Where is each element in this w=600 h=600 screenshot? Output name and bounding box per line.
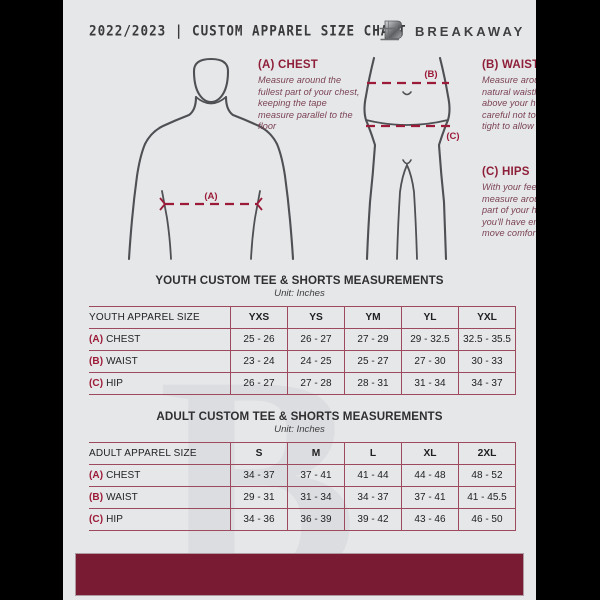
measurement-cell: 31 - 34 xyxy=(287,486,345,509)
adult-size-header-l: L xyxy=(344,442,402,465)
adult-section: ADULT CUSTOM TEE & SHORTS MEASUREMENTS U… xyxy=(89,410,516,531)
table-row: (C) HIP 34 - 36 36 - 39 39 - 42 43 - 46 46 - … xyxy=(89,508,516,531)
adult-size-header-xl: XL xyxy=(401,442,459,465)
chest-measure-line xyxy=(159,197,263,211)
youth-size-header-yl: YL xyxy=(401,306,459,329)
table-row: (B) WAIST 23 - 24 24 - 25 25 - 27 27 - 30 30 … xyxy=(89,350,516,373)
youth-apparel-size-header: YOUTH APPAREL SIZE xyxy=(89,306,231,329)
table-row: (A) CHEST 25 - 26 26 - 27 27 - 29 29 - 32.5 3… xyxy=(89,328,516,351)
adult-row-label-chest: (A) CHEST xyxy=(89,464,231,487)
measurement-cell: 46 - 50 xyxy=(458,508,516,531)
youth-size-table: YOUTH APPAREL SIZE YXS YS YM YL YXL (A) CHEST 2… xyxy=(89,306,516,395)
callout-hips-heading: (C) HIPS xyxy=(482,166,530,178)
youth-row-label-waist: (B) WAIST xyxy=(89,350,231,373)
measurement-cell: 34 - 37 xyxy=(230,464,288,487)
adult-table-header-row: ADULT APPAREL SIZE S M L XL 2XL xyxy=(89,442,516,465)
row-tag: (B) xyxy=(89,492,104,503)
table-row: (A) CHEST 34 - 37 37 - 41 41 - 44 44 - 48 48 … xyxy=(89,464,516,487)
youth-size-header-ys: YS xyxy=(287,306,345,329)
measurement-cell: 29 - 32.5 xyxy=(401,328,459,351)
measurement-cell: 41 - 45.5 xyxy=(458,486,516,509)
adult-table-unit: Unit: Inches xyxy=(274,424,325,435)
measurement-cell: 27 - 29 xyxy=(344,328,402,351)
youth-row-label-chest: (A) CHEST xyxy=(89,328,231,351)
measurement-cell: 29 - 31 xyxy=(230,486,288,509)
youth-size-header-yxl: YXL xyxy=(458,306,516,329)
hips-figure xyxy=(363,56,451,261)
brand-name: BREAKAWAY xyxy=(415,24,526,39)
measurement-cell: 39 - 42 xyxy=(344,508,402,531)
measurement-cell: 34 - 36 xyxy=(230,508,288,531)
youth-size-header-yxs: YXS xyxy=(230,306,288,329)
row-tag: (A) xyxy=(89,470,104,481)
measurement-cell: 32.5 - 35.5 xyxy=(458,328,516,351)
callout-hips: (C) HIPS With your feet together, measur… xyxy=(482,166,536,240)
waist-measure-label: (B) xyxy=(424,69,437,80)
adult-row-label-hip: (C) HIP xyxy=(89,508,231,531)
youth-section: YOUTH CUSTOM TEE & SHORTS MEASUREMENTS U… xyxy=(89,274,516,395)
measurement-cell: 44 - 48 xyxy=(401,464,459,487)
measurement-cell: 43 - 46 xyxy=(401,508,459,531)
measurement-cell: 36 - 39 xyxy=(287,508,345,531)
torso-figure xyxy=(127,57,295,261)
page-title: 2022/2023 | CUSTOM APPAREL SIZE CHART xyxy=(89,22,407,39)
adult-table-title: ADULT CUSTOM TEE & SHORTS MEASUREMENTS xyxy=(156,410,443,423)
youth-table-header-row: YOUTH APPAREL SIZE YXS YS YM YL YXL xyxy=(89,306,516,329)
measurement-cell: 27 - 28 xyxy=(287,372,345,395)
measurement-cell: 37 - 41 xyxy=(401,486,459,509)
measurement-cell: 25 - 26 xyxy=(230,328,288,351)
adult-size-header-2xl: 2XL xyxy=(458,442,516,465)
callout-chest: (A) CHEST Measure around the fullest par… xyxy=(258,59,363,133)
adult-size-header-m: M xyxy=(287,442,345,465)
callout-waist: (B) WAIST Measure around your natural wa… xyxy=(482,59,536,133)
row-tag: (C) xyxy=(89,378,104,389)
callout-waist-heading: (B) WAIST xyxy=(482,59,536,71)
measurement-cell: 41 - 44 xyxy=(344,464,402,487)
measurement-cell: 31 - 34 xyxy=(401,372,459,395)
measurement-cell: 34 - 37 xyxy=(344,486,402,509)
adult-apparel-size-header: ADULT APPAREL SIZE xyxy=(89,442,231,465)
page-header: 2022/2023 | CUSTOM APPAREL SIZE CHART BR xyxy=(63,0,536,57)
size-chart-page: B 2022/2023 | CUSTOM APPAREL SIZE CHART xyxy=(63,0,536,600)
callout-chest-body: Measure around the fullest part of your … xyxy=(258,75,360,132)
measurement-cell: 25 - 27 xyxy=(344,350,402,373)
adult-size-table: ADULT APPAREL SIZE S M L XL 2XL (A) CHEST 34 - … xyxy=(89,442,516,531)
adult-row-label-waist: (B) WAIST xyxy=(89,486,231,509)
table-row: (C) HIP 26 - 27 27 - 28 28 - 31 31 - 34 34 - … xyxy=(89,372,516,395)
hip-measure-label: (C) xyxy=(446,131,459,142)
measurement-cell: 34 - 37 xyxy=(458,372,516,395)
row-tag: (A) xyxy=(89,334,104,345)
measurement-cell: 48 - 52 xyxy=(458,464,516,487)
youth-size-header-ym: YM xyxy=(344,306,402,329)
adult-size-header-s: S xyxy=(230,442,288,465)
measurement-cell: 26 - 27 xyxy=(287,328,345,351)
callout-hips-body: With your feet together, measure around … xyxy=(482,182,536,239)
measurement-cell: 23 - 24 xyxy=(230,350,288,373)
measurement-diagram: (A) (B) xyxy=(63,52,536,267)
table-row: (B) WAIST 29 - 31 31 - 34 34 - 37 37 - 41 41 … xyxy=(89,486,516,509)
callout-chest-heading: (A) CHEST xyxy=(258,59,318,71)
chest-measure-label: (A) xyxy=(204,191,217,202)
callout-waist-body: Measure around your natural waistline – … xyxy=(482,75,536,132)
breakaway-b-monogram-icon xyxy=(376,17,406,47)
youth-table-title: YOUTH CUSTOM TEE & SHORTS MEASUREMENTS xyxy=(155,274,444,287)
measurement-cell: 24 - 25 xyxy=(287,350,345,373)
youth-row-label-hip: (C) HIP xyxy=(89,372,231,395)
measurement-cell: 37 - 41 xyxy=(287,464,345,487)
row-tag: (B) xyxy=(89,356,104,367)
row-tag: (C) xyxy=(89,514,104,525)
footer-bar xyxy=(75,553,524,596)
measurement-cell: 28 - 31 xyxy=(344,372,402,395)
measurement-cell: 27 - 30 xyxy=(401,350,459,373)
measurement-cell: 30 - 33 xyxy=(458,350,516,373)
youth-table-unit: Unit: Inches xyxy=(274,288,325,299)
measurement-cell: 26 - 27 xyxy=(230,372,288,395)
